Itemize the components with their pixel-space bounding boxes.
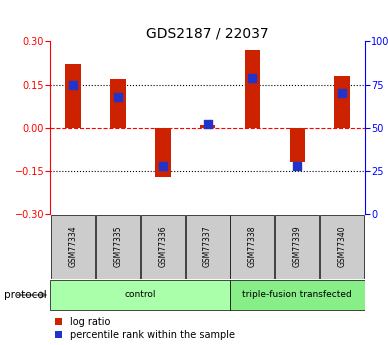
Point [249,75,256,80]
Bar [289,128,305,162]
Bar [244,50,260,128]
FancyBboxPatch shape [51,215,95,279]
Bar [200,125,215,128]
Point [339,90,345,96]
Point [115,94,121,99]
Text: GSM77334: GSM77334 [68,226,77,267]
FancyBboxPatch shape [96,215,140,279]
Text: GSM77336: GSM77336 [158,226,167,267]
FancyBboxPatch shape [275,215,319,279]
Text: GSM77339: GSM77339 [293,226,302,267]
FancyBboxPatch shape [320,215,364,279]
Bar [65,65,81,128]
Point [204,121,211,127]
FancyBboxPatch shape [185,215,230,279]
Text: GSM77338: GSM77338 [248,226,257,267]
Bar [334,76,350,128]
Text: GSM77340: GSM77340 [338,226,347,267]
Legend: log ratio, percentile rank within the sample: log ratio, percentile rank within the sa… [55,317,235,340]
Text: control: control [125,290,156,299]
Bar [110,79,126,128]
Text: GSM77335: GSM77335 [113,226,122,267]
FancyBboxPatch shape [141,215,185,279]
Text: triple-fusion transfected: triple-fusion transfected [242,290,352,299]
Point [159,163,166,168]
Title: GDS2187 / 22037: GDS2187 / 22037 [146,26,269,40]
Bar [155,128,171,177]
FancyBboxPatch shape [230,215,274,279]
Point [294,163,300,168]
FancyBboxPatch shape [230,280,365,310]
Point [70,82,76,87]
FancyBboxPatch shape [50,280,230,310]
Text: GSM77337: GSM77337 [203,226,212,267]
Text: protocol: protocol [4,290,47,300]
